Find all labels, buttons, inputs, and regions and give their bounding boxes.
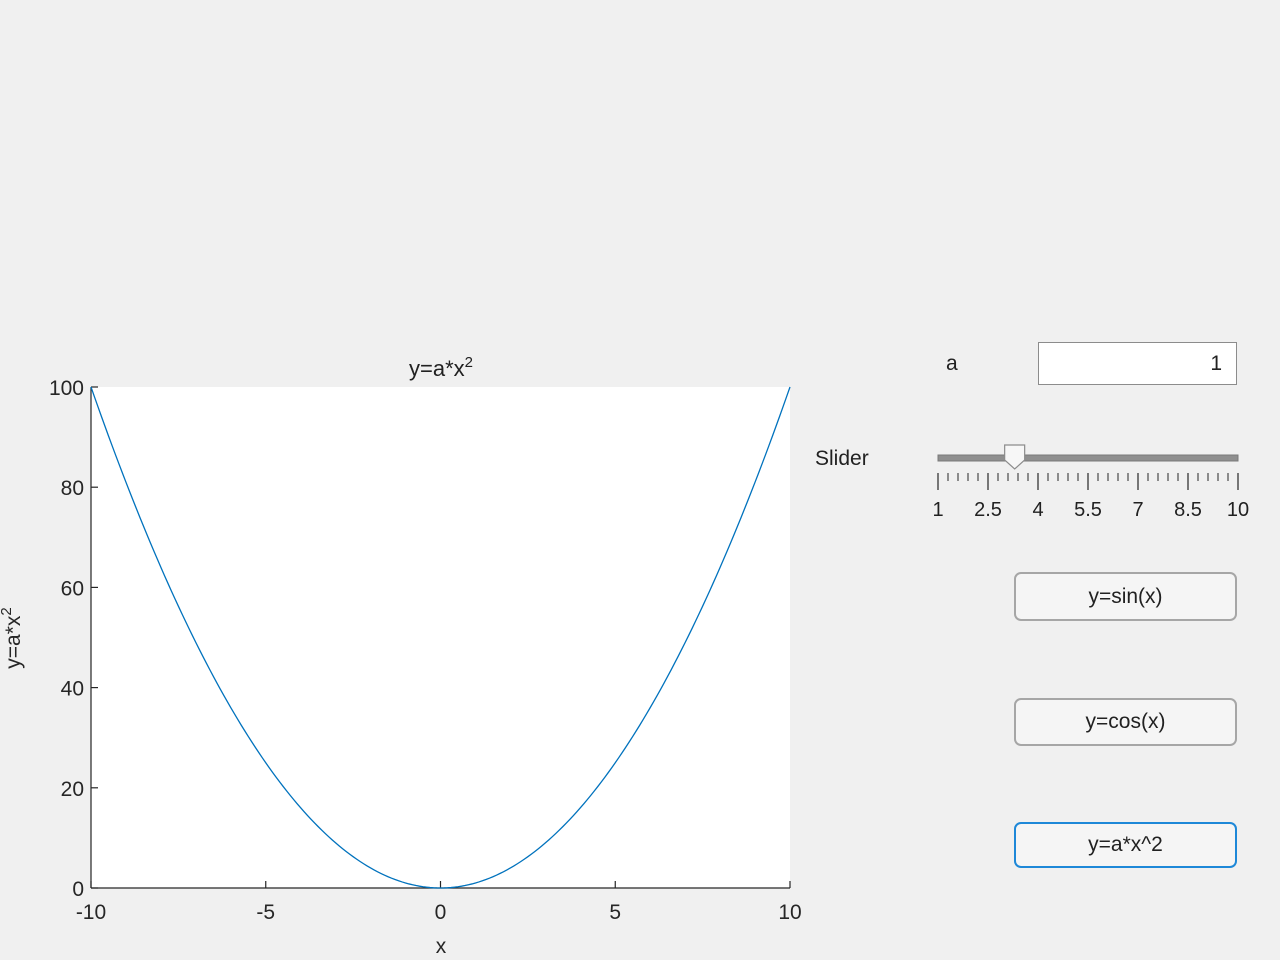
slider-tick-label: 4 [1032,499,1043,521]
y-tick-label: 80 [61,477,84,500]
chart-title-sup: 2 [465,354,473,371]
x-tick-label: 10 [778,901,801,924]
series-group [90,386,791,889]
a-slider[interactable]: 1 2.5 4 5.5 7 8.5 10 [925,440,1255,525]
y-tick-label: 0 [72,878,84,901]
slider-track[interactable] [937,454,1239,462]
plot-area [91,387,790,888]
x-tick-label: -5 [256,901,275,924]
slider-thumb-shape[interactable] [1004,444,1026,470]
slider-tick-label: 5.5 [1074,499,1102,521]
slider-tick-label: 1 [932,499,943,521]
y-tick-label: 40 [61,678,84,701]
y-tick-label: 60 [61,577,84,600]
a-field-label: a [946,352,958,375]
slider-tick-label: 8.5 [1174,499,1202,521]
y-axis: 0 20 40 60 80 100 [49,377,98,901]
x-axis: -10 -5 0 5 10 [76,881,802,924]
x-tick-label: 0 [435,901,447,924]
slider-label: Slider [815,447,869,470]
a-input[interactable] [1038,342,1237,385]
series-line [90,386,791,889]
x-tick-label: 5 [609,901,621,924]
slider-tick-label: 7 [1132,499,1143,521]
sin-button-label: y=sin(x) [1088,584,1163,608]
sin-button[interactable]: y=sin(x) [1014,572,1237,621]
chart: -10 -5 0 5 10 0 20 40 60 80 100 y=a*x2 x y=a*x2 [0,354,802,958]
x-axis-label: x [436,935,447,958]
slider-ticks: 1 2.5 4 5.5 7 8.5 10 [932,473,1249,521]
x-tick-label: -10 [76,901,106,924]
y-tick-label: 100 [49,377,84,400]
slider-tick-label: 10 [1227,499,1249,521]
ax2-button-label: y=a*x^2 [1088,833,1163,856]
slider-tick-label: 2.5 [974,499,1002,521]
y-tick-label: 20 [61,778,84,801]
y-axis-label-sup: 2 [0,607,15,615]
y-axis-label: y=a*x2 [0,607,25,668]
ax2-button[interactable]: y=a*x^2 [1014,822,1237,868]
cos-button-label: y=cos(x) [1085,710,1166,733]
slider-graphic: 1 2.5 4 5.5 7 8.5 10 [932,444,1249,521]
slider-thumb[interactable] [1004,444,1026,470]
cos-button[interactable]: y=cos(x) [1014,698,1237,746]
chart-title: y=a*x2 [409,354,473,381]
plot-panel: -10 -5 0 5 10 0 20 40 60 80 100 y=a*x2 x y=a*x2 [0,354,802,958]
